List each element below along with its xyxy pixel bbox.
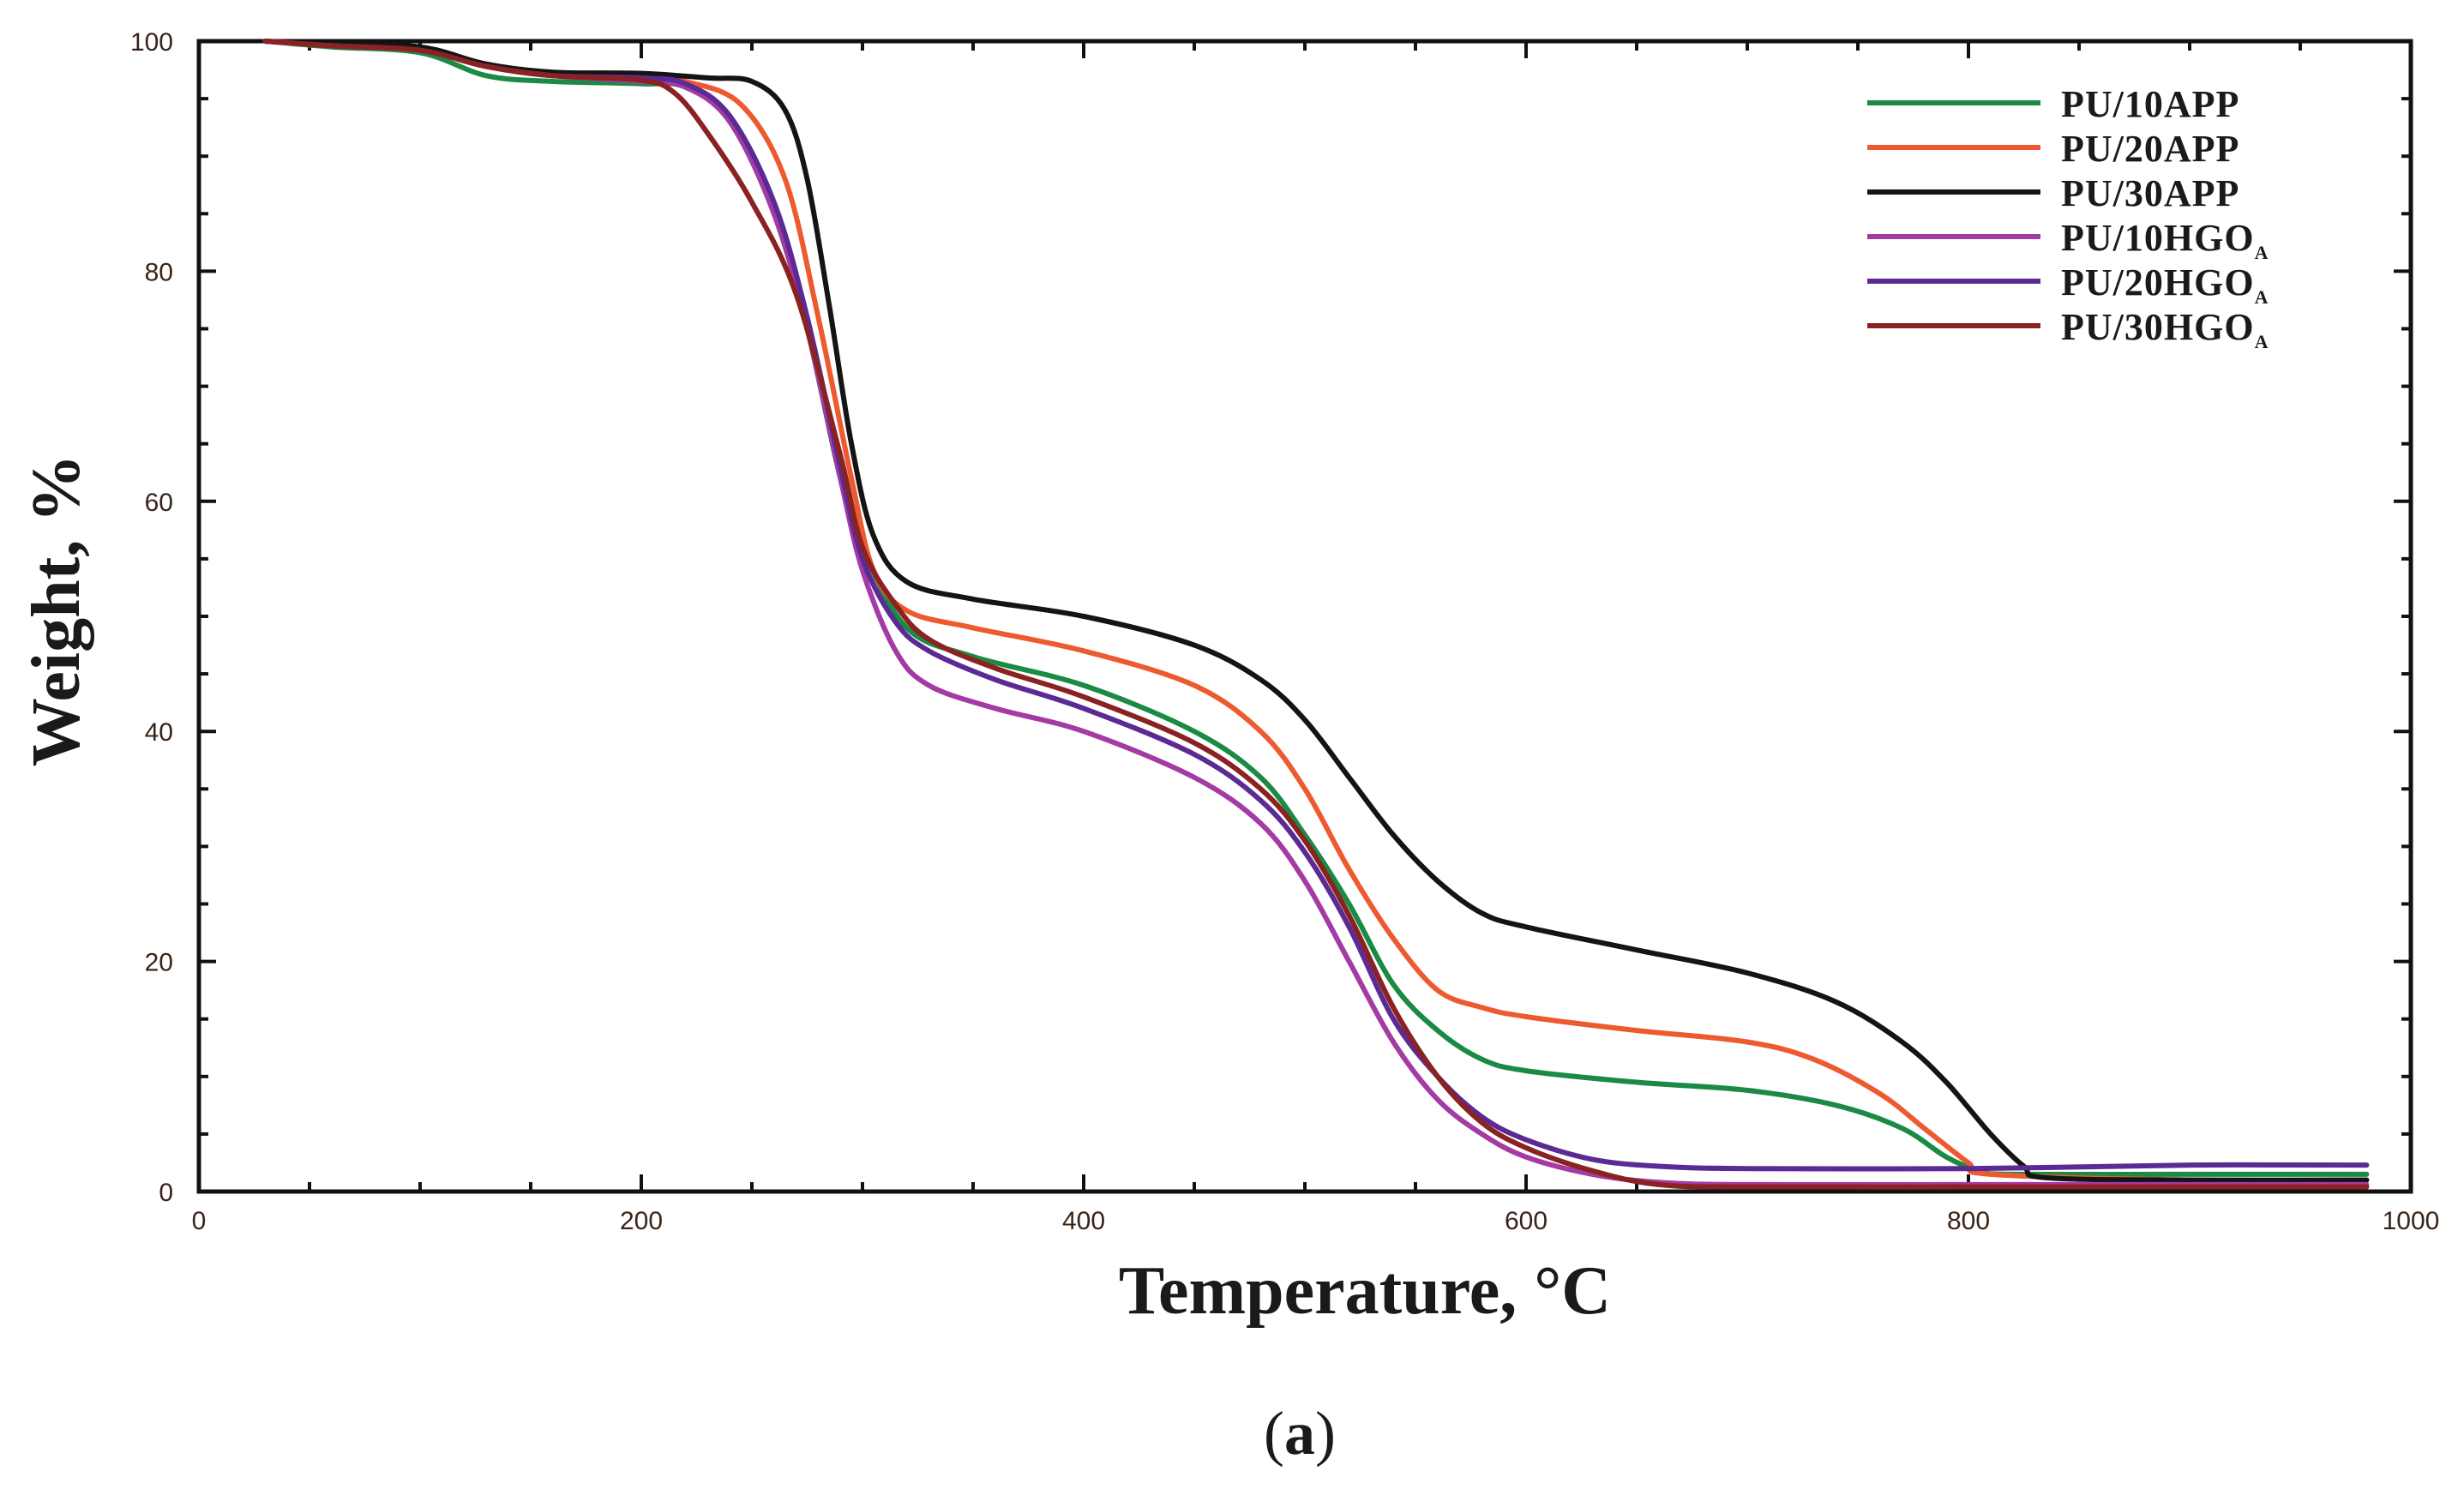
- y-tick-label: 80: [145, 258, 173, 286]
- legend-label-subscript: A: [2255, 242, 2269, 263]
- legend-label: PU/20APP: [2061, 128, 2239, 170]
- legend-label-text: PU/30HGO: [2061, 306, 2255, 348]
- x-tick-label: 400: [1062, 1207, 1105, 1235]
- caption-letter: a: [1284, 1399, 1315, 1468]
- x-tick-label: 1000: [2383, 1207, 2440, 1235]
- axes: 0 200 400 600 800 1000 0 20 40 60 80 100: [130, 28, 2439, 1235]
- x-axis-title: Temperature, °C: [1119, 1253, 1611, 1329]
- series-line-pu-30hgoa: [262, 39, 2370, 1190]
- legend-label-text: PU/20APP: [2061, 128, 2239, 170]
- x-tick-label: 0: [192, 1207, 207, 1235]
- y-axis-title: Weight, %: [19, 454, 94, 766]
- legend-label-text: PU/10APP: [2061, 83, 2239, 125]
- legend-label: PU/10HGOA: [2061, 217, 2269, 263]
- series-line-pu-10hgoa: [262, 39, 2370, 1188]
- legend-label: PU/20HGOA: [2061, 261, 2269, 308]
- legend-label: PU/10APP: [2061, 83, 2239, 125]
- y-tick-label: 20: [145, 949, 173, 977]
- series-line-pu-20hgoa: [262, 39, 2370, 1172]
- legend-label: PU/30APP: [2061, 172, 2239, 214]
- legend-label-subscript: A: [2255, 286, 2269, 308]
- x-tick-label: 200: [620, 1207, 663, 1235]
- legend-label-text: PU/30APP: [2061, 172, 2239, 214]
- series-line-pu-10app: [262, 39, 2370, 1178]
- y-tick-label: 100: [130, 28, 173, 57]
- caption-open-paren: (: [1264, 1399, 1284, 1468]
- series-line-pu-20app: [262, 39, 2370, 1184]
- legend-label-subscript: A: [2255, 331, 2269, 352]
- legend: PU/10APPPU/20APPPU/30APPPU/10HGOAPU/20HG…: [1867, 83, 2269, 352]
- legend-label-text: PU/10HGO: [2061, 217, 2255, 259]
- y-tick-label: 60: [145, 489, 173, 517]
- y-tick-label: 40: [145, 718, 173, 747]
- y-tick-label: 0: [159, 1179, 173, 1207]
- caption-close-paren: ): [1315, 1399, 1336, 1468]
- x-tick-label: 600: [1505, 1207, 1548, 1235]
- series-line-pu-30app: [262, 39, 2370, 1183]
- legend-label: PU/30HGOA: [2061, 306, 2269, 352]
- x-tick-label: 800: [1947, 1207, 1990, 1235]
- figure-caption: (a): [1264, 1399, 1336, 1468]
- legend-label-text: PU/20HGO: [2061, 261, 2255, 303]
- series-lines: [262, 39, 2370, 1190]
